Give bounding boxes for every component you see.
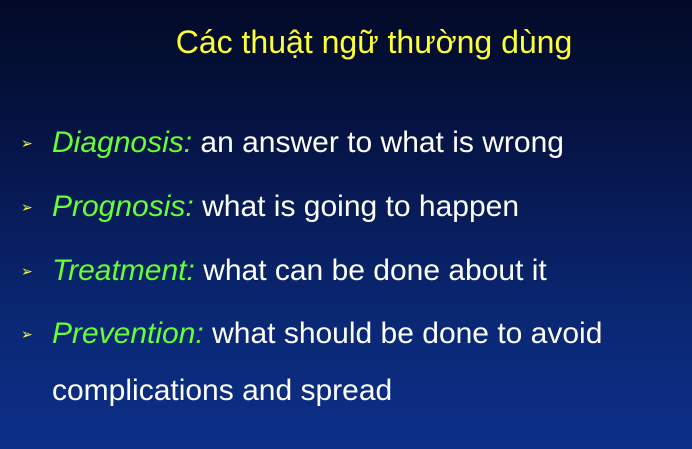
slide-title: Các thuật ngữ thường dùng — [175, 24, 573, 60]
bullet-text: Treatment: what can be done about it — [52, 242, 672, 299]
bullet-description: what is going to happen — [202, 190, 519, 223]
bullet-description: an answer to what is wrong — [200, 126, 564, 159]
arrow-bullet-icon: ➢ — [21, 135, 33, 151]
bullet-term: Prevention: — [52, 317, 204, 350]
arrow-bullet-icon: ➢ — [21, 263, 33, 279]
bullet-text: Prevention: what should be done to avoid… — [52, 305, 672, 419]
bullet-text: Prognosis: what is going to happen — [52, 178, 672, 235]
arrow-bullet-icon: ➢ — [21, 199, 33, 215]
bullet-description: what should be done to avoid complicatio… — [52, 317, 603, 407]
arrow-bullet-icon: ➢ — [21, 326, 33, 342]
bullet-term: Diagnosis: — [52, 126, 193, 159]
bullet-text: Diagnosis: an answer to what is wrong — [52, 114, 672, 171]
bullet-term: Treatment: — [52, 254, 195, 287]
bullet-description: what can be done about it — [203, 254, 547, 287]
bullet-term: Prognosis: — [52, 190, 194, 223]
